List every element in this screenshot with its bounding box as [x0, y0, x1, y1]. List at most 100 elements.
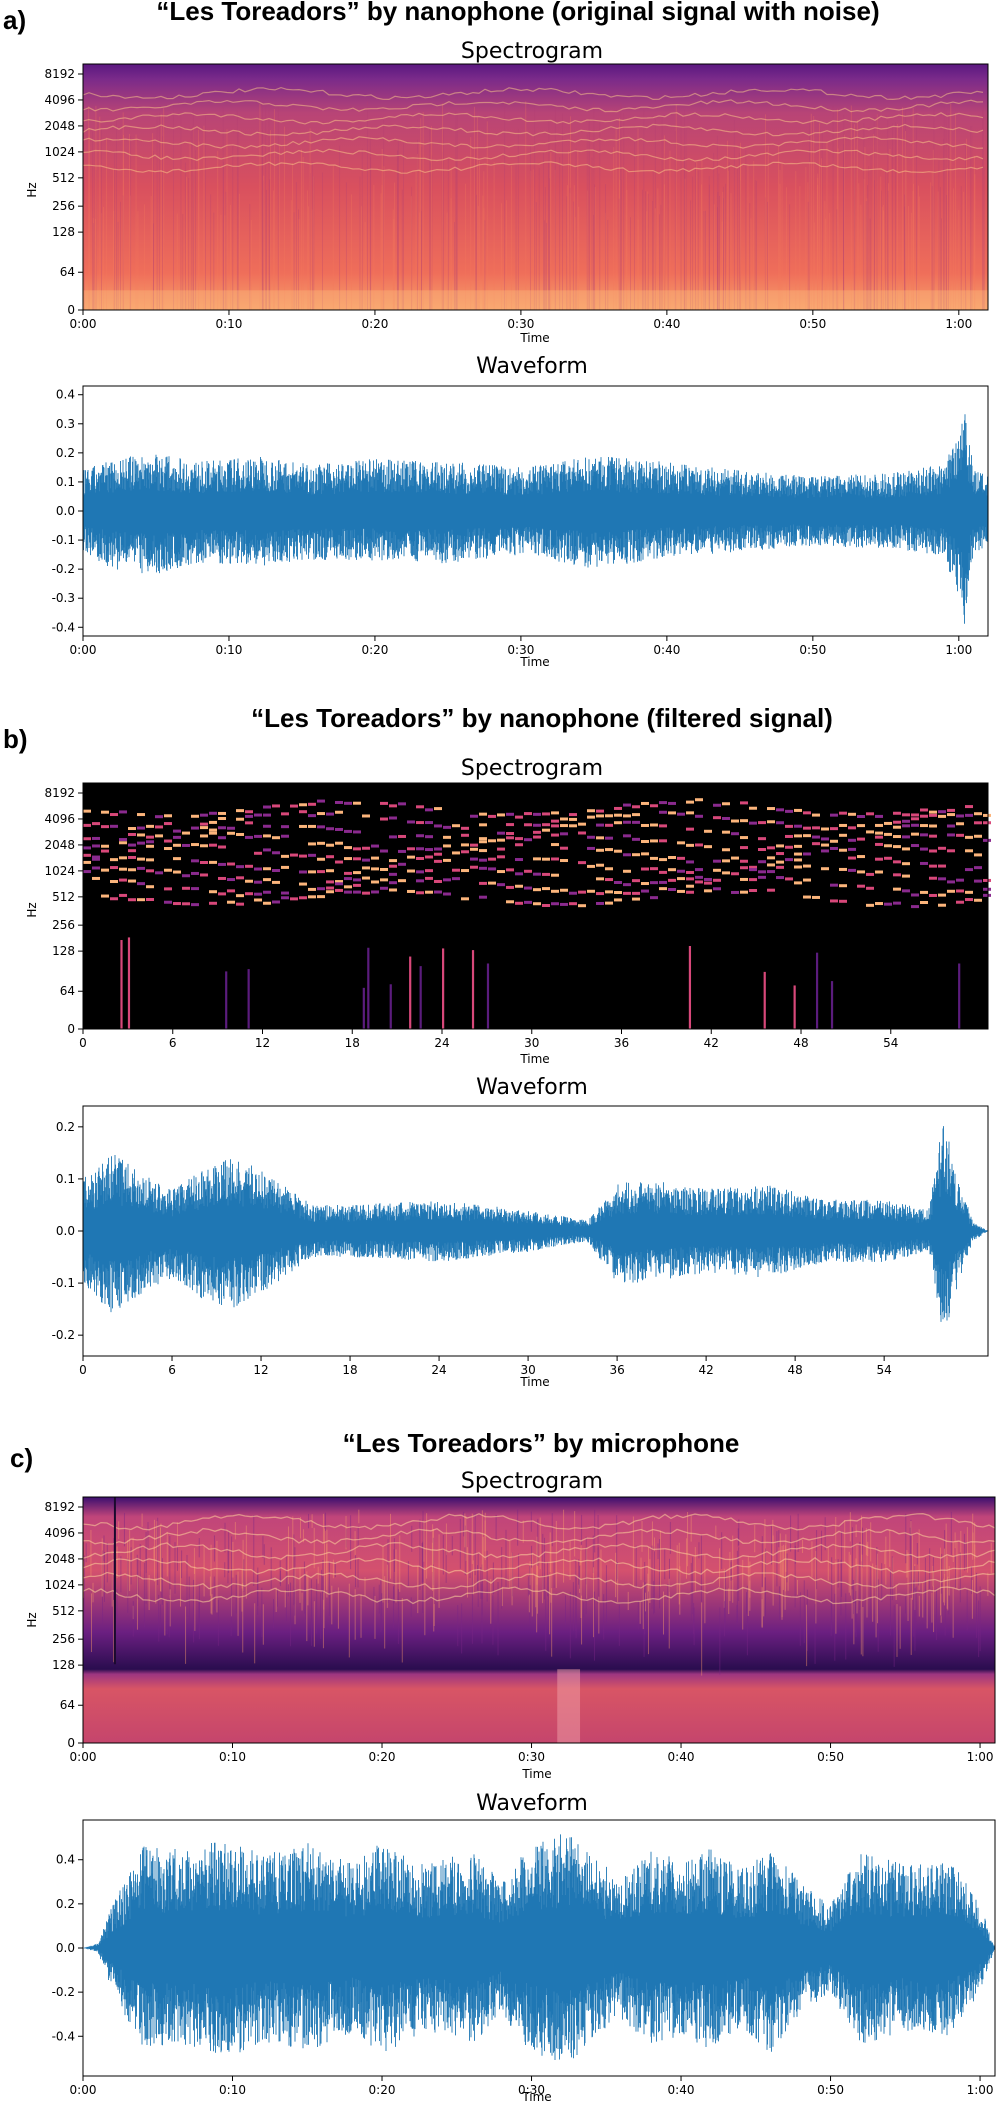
panel-b-spectrogram-harmonic-segment [686, 843, 694, 847]
panel-b-spectrogram-harmonic-segment [623, 814, 631, 818]
panel-b-spectrogram-harmonic-segment [92, 876, 100, 880]
panel-a-spectrogram-ytick-label: 256 [52, 199, 75, 213]
panel-b-spectrogram-xlabel: Time [519, 1052, 549, 1066]
panel-b-spectrogram-harmonic-segment [875, 814, 883, 818]
panel-b-spectrogram-harmonic-segment [875, 870, 883, 874]
panel-a-spectrogram-harmonic-trace [82, 99, 984, 113]
panel-a-waveform-title: Waveform [476, 354, 588, 379]
panel-b-spectrogram-harmonic-segment [830, 813, 838, 817]
panel-c-waveform-xtick-label: 0:30 [518, 2083, 545, 2097]
panel-b-spectrogram-harmonic-segment [128, 849, 136, 853]
panel-c-spectrogram-ytick-label: 2048 [44, 1552, 75, 1566]
panel-b-spectrogram-ytick-label: 256 [52, 918, 75, 932]
panel-b-spectrogram-harmonic-segment [623, 853, 631, 857]
panel-b-spectrogram-harmonic-segment [425, 808, 433, 812]
panel-b-spectrogram-harmonic-segment [101, 825, 109, 829]
panel-b-spectrogram-harmonic-segment [965, 849, 973, 853]
panel-b-spectrogram-harmonic-segment [254, 892, 262, 896]
panel-b-spectrogram-harmonic-segment [137, 898, 145, 902]
panel-b-spectrogram-harmonic-segment [227, 826, 235, 830]
panel-b-spectrogram-harmonic-segment [83, 870, 91, 874]
panel-b-spectrogram-harmonic-segment [893, 860, 901, 864]
panel-b-spectrogram-harmonic-segment [209, 843, 217, 847]
panel-b-spectrogram-harmonic-segment [632, 837, 640, 841]
panel-b-spectrogram-harmonic-segment [119, 856, 127, 860]
panel-b-spectrogram-harmonic-segment [506, 900, 514, 904]
panel-b-spectrogram-harmonic-segment [857, 884, 865, 888]
panel-b-spectrogram-harmonic-segment [659, 880, 667, 884]
panel-b-spectrogram-harmonic-segment [596, 877, 604, 881]
panel-b-spectrogram-harmonic-segment [623, 891, 631, 895]
panel-b-spectrogram-harmonic-segment [668, 868, 676, 872]
panel-b-spectrogram-harmonic-segment [614, 880, 622, 884]
panel-a-spectrogram-xlabel: Time [519, 331, 549, 345]
panel-b-spectrogram-harmonic-segment [776, 860, 784, 864]
panel-b-spectrogram-harmonic-segment [470, 843, 478, 847]
panel-c-waveform-xtick-label: 0:00 [70, 2083, 97, 2097]
panel-b-spectrogram-harmonic-segment [200, 822, 208, 826]
panel-b-spectrogram-harmonic-segment [713, 878, 721, 882]
panel-b-spectrogram-harmonic-segment [83, 860, 91, 864]
panel-b-spectrogram-harmonic-segment [812, 842, 820, 846]
panel-b-spectrogram-harmonic-segment [560, 859, 568, 863]
panel-c-spectrogram-ytick-label: 256 [52, 1632, 75, 1646]
panel-b-spectrogram-harmonic-segment [416, 821, 424, 825]
panel-b-spectrogram-xtick-label: 54 [883, 1036, 898, 1050]
panel-b-spectrogram-harmonic-segment [308, 887, 316, 891]
panel-b-spectrogram-harmonic-segment [785, 858, 793, 862]
panel-b-spectrogram-harmonic-segment [434, 890, 442, 894]
panel-b-spectrogram-harmonic-segment [965, 835, 973, 839]
panel-b-spectrogram-harmonic-segment [479, 840, 487, 844]
panel-b-spectrogram-harmonic-segment [632, 805, 640, 809]
panel-b-spectrogram-harmonic-segment [308, 870, 316, 874]
panel-b-spectrogram-harmonic-segment [164, 847, 172, 851]
panel-b-spectrogram-harmonic-segment [317, 887, 325, 891]
panel-b-spectrogram-harmonic-segment [200, 813, 208, 817]
panel-b-spectrogram-harmonic-segment [929, 864, 937, 868]
panel-b-spectrogram-harmonic-segment [605, 867, 613, 871]
panel-c-spectrogram-xtick-label: 0:00 [70, 1750, 97, 1764]
panel-b-waveform-title: Waveform [476, 1075, 588, 1100]
panel-b-spectrogram-harmonic-segment [830, 883, 838, 887]
panel-b-spectrogram-harmonic-segment [137, 841, 145, 845]
panel-b-spectrogram-harmonic-segment [209, 890, 217, 894]
panel-b-spectrogram-harmonic-segment [740, 890, 748, 894]
panel-c-spectrogram-harmonic-trace [82, 1542, 996, 1561]
panel-b-spectrogram-harmonic-segment [740, 801, 748, 805]
panel-b-spectrogram-harmonic-segment [659, 887, 667, 891]
panel-b-spectrogram-harmonic-segment [542, 828, 550, 832]
panel-b-spectrogram-harmonic-segment [443, 878, 451, 882]
panel-b-spectrogram-harmonic-segment [542, 823, 550, 827]
panel-b-spectrogram-harmonic-segment [182, 886, 190, 890]
panel-b-spectrogram-harmonic-segment [488, 814, 496, 818]
panel-b-spectrogram-harmonic-segment [398, 834, 406, 838]
panel-b-spectrogram-harmonic-segment [308, 814, 316, 818]
panel-b-spectrogram-harmonic-segment [830, 839, 838, 843]
panel-b-spectrogram-harmonic-segment [623, 834, 631, 838]
panel-b-spectrogram-ytick-label: 0 [67, 1022, 75, 1036]
panel-b-spectrogram-harmonic-segment [767, 888, 775, 892]
panel-b-spectrogram-harmonic-segment [479, 812, 487, 816]
panel-b-spectrogram-harmonic-segment [182, 843, 190, 847]
panel-b-spectrogram-harmonic-segment [812, 895, 820, 899]
panel-b-spectrogram-impulse [409, 956, 412, 1029]
panel-b-spectrogram-harmonic-segment [758, 848, 766, 852]
panel-b-spectrogram-harmonic-segment [110, 880, 118, 884]
panel-b-spectrogram-harmonic-segment [515, 837, 523, 841]
panel-b-spectrogram-harmonic-segment [128, 832, 136, 836]
panel-b-spectrogram-harmonic-segment [353, 871, 361, 875]
panel-a-spectrogram-ytick-label: 64 [60, 265, 75, 279]
panel-b-spectrogram-xtick-label: 36 [614, 1036, 629, 1050]
panel-b-spectrogram-harmonic-segment [497, 831, 505, 835]
panel-b-spectrogram-harmonic-segment [497, 870, 505, 874]
panel-b-spectrogram-ytick-label: 4096 [44, 812, 75, 826]
panel-b-spectrogram-harmonic-segment [299, 803, 307, 807]
panel-b-spectrogram-harmonic-segment [623, 883, 631, 887]
panel-b-spectrogram-harmonic-segment [497, 813, 505, 817]
panel-b-spectrogram-harmonic-segment [146, 840, 154, 844]
panel-b-spectrogram-harmonic-segment [335, 810, 343, 814]
panel-b-spectrogram-harmonic-segment [317, 895, 325, 899]
panel-b-spectrogram-harmonic-segment [947, 824, 955, 828]
panel-b-spectrogram-harmonic-segment [605, 836, 613, 840]
